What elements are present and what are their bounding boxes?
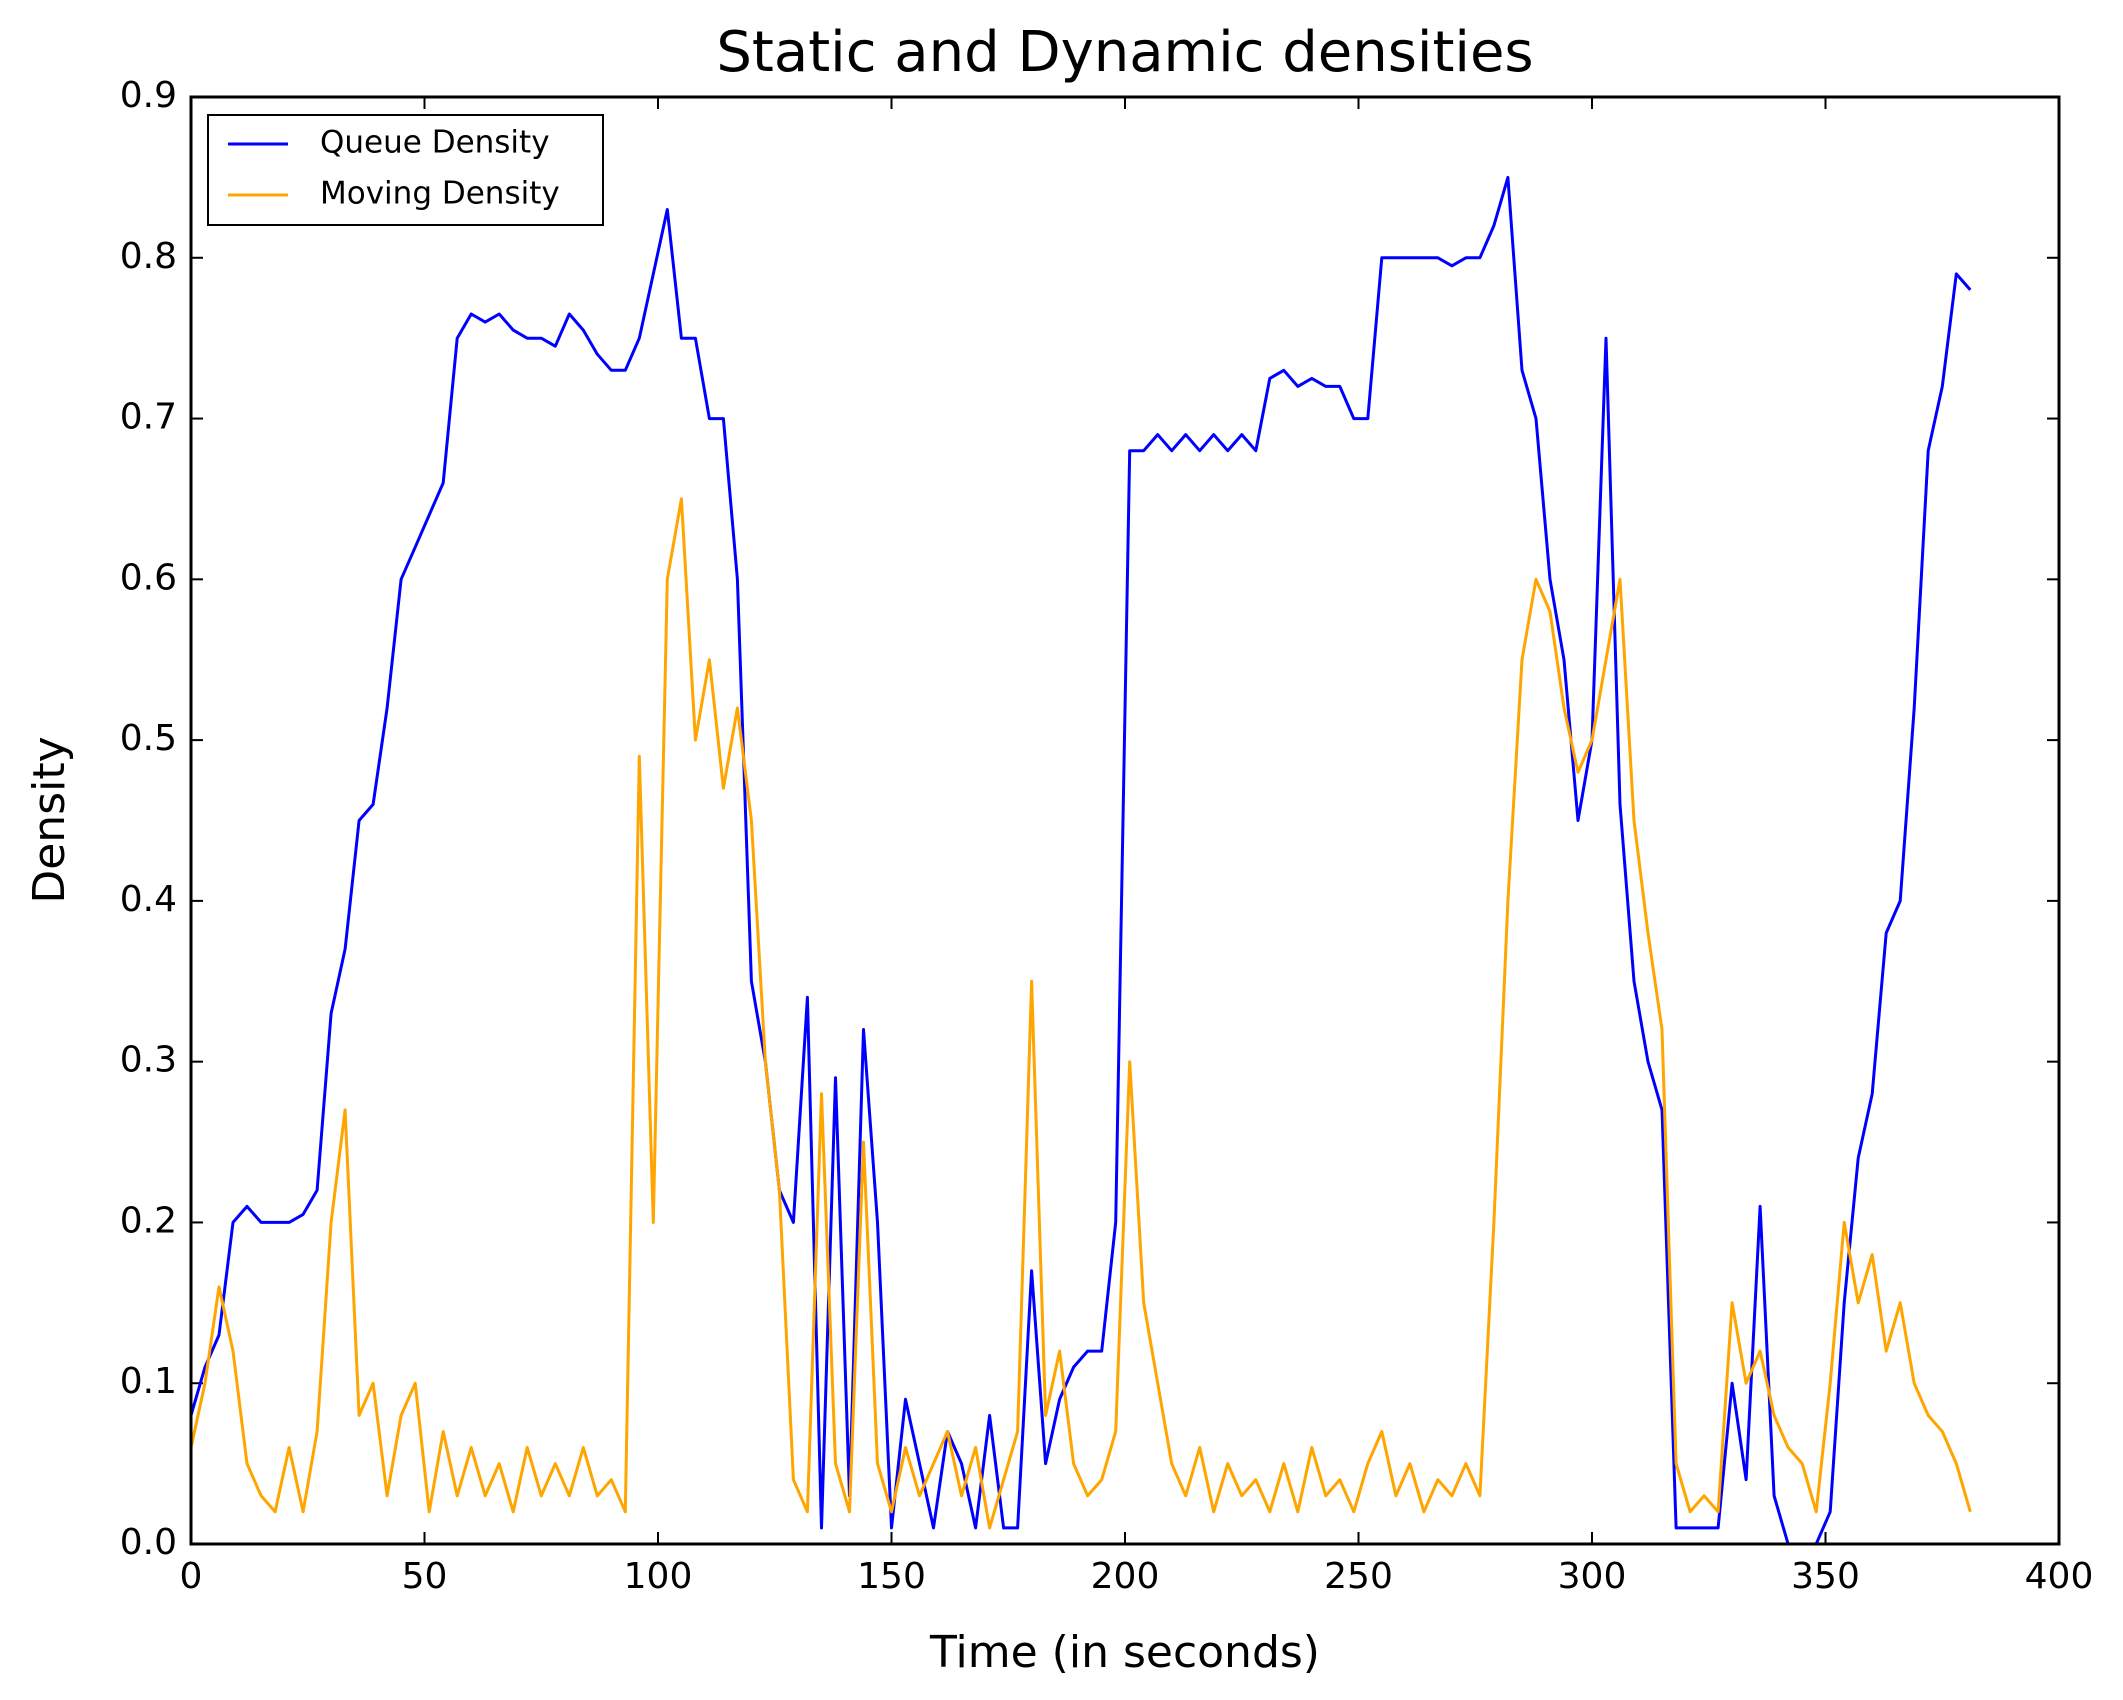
legend-label: Queue Density [320,125,550,161]
legend-label: Moving Density [320,176,560,212]
chart-title: Static and Dynamic densities [716,20,1533,85]
x-tick-label: 150 [857,1556,926,1597]
series-line [189,497,1972,1530]
y-axis-label: Density [24,736,75,903]
x-tick-label: 0 [180,1556,203,1597]
y-tick-label: 0.5 [120,718,177,759]
legend-box [207,114,604,226]
y-tick-label: 0.2 [120,1200,177,1241]
x-tick-label: 50 [402,1556,448,1597]
x-tick-label: 400 [2025,1556,2094,1597]
series-line [189,175,1972,1546]
x-tick-label: 100 [624,1556,693,1597]
y-tick-label: 0.7 [120,397,177,438]
y-tick-label: 0.0 [120,1522,177,1563]
y-tick-label: 0.3 [120,1040,177,1081]
plot-frame [189,95,2061,1546]
x-tick-label: 200 [1091,1556,1160,1597]
y-tick-label: 0.1 [120,1361,177,1402]
x-tick-label: 250 [1324,1556,1393,1597]
y-tick-label: 0.4 [120,879,177,920]
y-tick-label: 0.9 [120,75,177,116]
y-tick-label: 0.6 [120,557,177,598]
x-axis-label: Time (in seconds) [929,1627,1320,1678]
x-tick-label: 350 [1791,1556,1860,1597]
y-tick-label: 0.8 [120,236,177,277]
x-tick-label: 300 [1558,1556,1627,1597]
